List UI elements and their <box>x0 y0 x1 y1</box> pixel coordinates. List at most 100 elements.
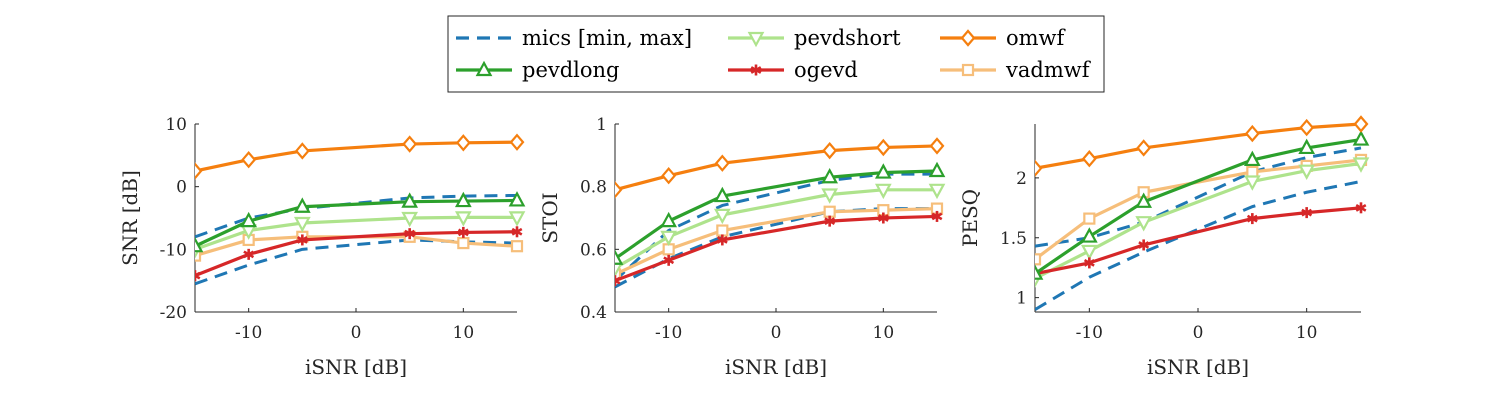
legend-entry-pevdlong: pevdlong <box>456 58 620 82</box>
data-point <box>875 138 891 157</box>
y-tick-label: 0.6 <box>580 240 607 260</box>
data-point <box>615 249 624 265</box>
data-point <box>663 254 675 266</box>
y-tick-label: 1 <box>596 115 607 135</box>
data-point <box>195 249 202 262</box>
data-point <box>243 248 255 260</box>
plot-area <box>195 133 526 286</box>
series-line-ogevd <box>195 230 518 278</box>
data-point <box>1352 130 1370 146</box>
y-tick-label: 1.5 <box>1000 229 1027 249</box>
y-tick-label: -20 <box>160 303 187 323</box>
x-tick-label: 10 <box>453 323 475 343</box>
data-point <box>713 186 731 203</box>
data-point <box>240 211 258 228</box>
y-tick-label: 0.8 <box>580 178 607 198</box>
data-point <box>615 181 623 199</box>
data-point <box>821 188 839 204</box>
data-point <box>511 226 523 238</box>
series-line-mics-min-max <box>195 193 518 239</box>
data-point <box>401 211 419 228</box>
data-point <box>1035 253 1042 266</box>
data-point <box>293 197 311 213</box>
data-point <box>294 142 310 160</box>
data-point <box>509 133 525 151</box>
series-pevdshort <box>1035 157 1370 288</box>
series-line-pevdshort <box>195 215 517 251</box>
data-point <box>1135 192 1153 208</box>
data-point <box>660 211 678 228</box>
data-point <box>1353 115 1369 133</box>
data-point <box>1083 212 1096 225</box>
data-point <box>931 210 943 222</box>
series-line-omwf <box>615 144 938 192</box>
series-ogevd <box>615 210 943 287</box>
data-point <box>1355 202 1367 214</box>
y-tick-label: 1 <box>1016 289 1027 309</box>
y-tick-label: 2 <box>1016 169 1027 189</box>
series-line-vadmwf <box>615 207 938 276</box>
legend-marker-omwf <box>960 29 976 47</box>
data-point <box>1035 264 1044 280</box>
legend-label-pevdlong: pevdlong <box>522 58 620 82</box>
series-pevdlong <box>1035 130 1370 280</box>
legend-entry-omwf: omwf <box>940 26 1067 50</box>
data-point <box>402 135 418 153</box>
panel-snr-db: -10 0 10 -20 -10 0 10 iSNR [dB] SNR [dB] <box>118 115 526 379</box>
data-point <box>928 161 946 178</box>
data-point <box>713 208 731 225</box>
data-point <box>821 167 839 184</box>
data-point <box>1080 244 1098 261</box>
data-point <box>195 236 204 253</box>
data-point <box>1298 138 1316 155</box>
data-point <box>454 211 472 227</box>
data-point <box>1083 257 1095 269</box>
series-line-pevdlong <box>195 198 518 248</box>
legend-marker-vadmwf <box>961 63 975 77</box>
data-point <box>508 191 526 207</box>
legend-marker-pevdshort <box>747 31 765 48</box>
series-omwf <box>615 137 945 199</box>
series-line-pevdlong <box>615 169 938 261</box>
series-ogevd <box>1035 202 1367 280</box>
series-line-ogevd <box>615 214 938 283</box>
legend-label-mics-min-max: mics [min, max] <box>522 26 692 50</box>
series-omwf <box>1035 115 1369 177</box>
x-tick-label: -10 <box>235 323 262 343</box>
x-axis-label: iSNR [dB] <box>725 355 827 379</box>
series-mics-min-max <box>1035 146 1362 248</box>
series-line-mics-min-max <box>615 172 937 282</box>
series-line-pevdshort <box>615 188 937 270</box>
data-point <box>874 183 892 200</box>
x-tick-label: -10 <box>1076 323 1103 343</box>
legend-entry-mics-min-max: mics [min, max] <box>456 26 692 50</box>
legend-label-pevdshort: pevdshort <box>794 26 901 50</box>
data-point <box>874 163 892 179</box>
legend-entry-pevdshort: pevdshort <box>728 26 901 50</box>
data-point <box>822 141 838 160</box>
x-tick-label: 10 <box>873 323 895 343</box>
x-tick-label: -10 <box>655 323 682 343</box>
series-pevdlong <box>615 161 946 265</box>
legend-marker-pevdlong <box>475 60 493 77</box>
x-tick-label: 10 <box>1296 323 1318 343</box>
data-point <box>615 268 622 281</box>
data-point <box>1299 118 1315 137</box>
y-axis-label: STOI <box>538 192 562 243</box>
y-axis-label: PESQ <box>958 189 982 247</box>
legend-box <box>447 15 1105 93</box>
y-tick-label: 0.4 <box>580 303 607 323</box>
series-line-pevdlong <box>1035 137 1362 276</box>
x-tick-label: 0 <box>1193 323 1204 343</box>
data-point <box>296 234 308 246</box>
data-point <box>404 228 416 240</box>
data-point <box>1081 150 1097 168</box>
series-omwf <box>195 133 525 180</box>
plot-area <box>615 137 946 289</box>
series-line-pevdshort <box>1035 161 1362 280</box>
data-point <box>1298 164 1316 181</box>
data-point <box>455 134 471 152</box>
series-mics-min-max <box>195 193 518 239</box>
data-point <box>195 270 201 282</box>
series-pevdshort <box>615 183 946 278</box>
